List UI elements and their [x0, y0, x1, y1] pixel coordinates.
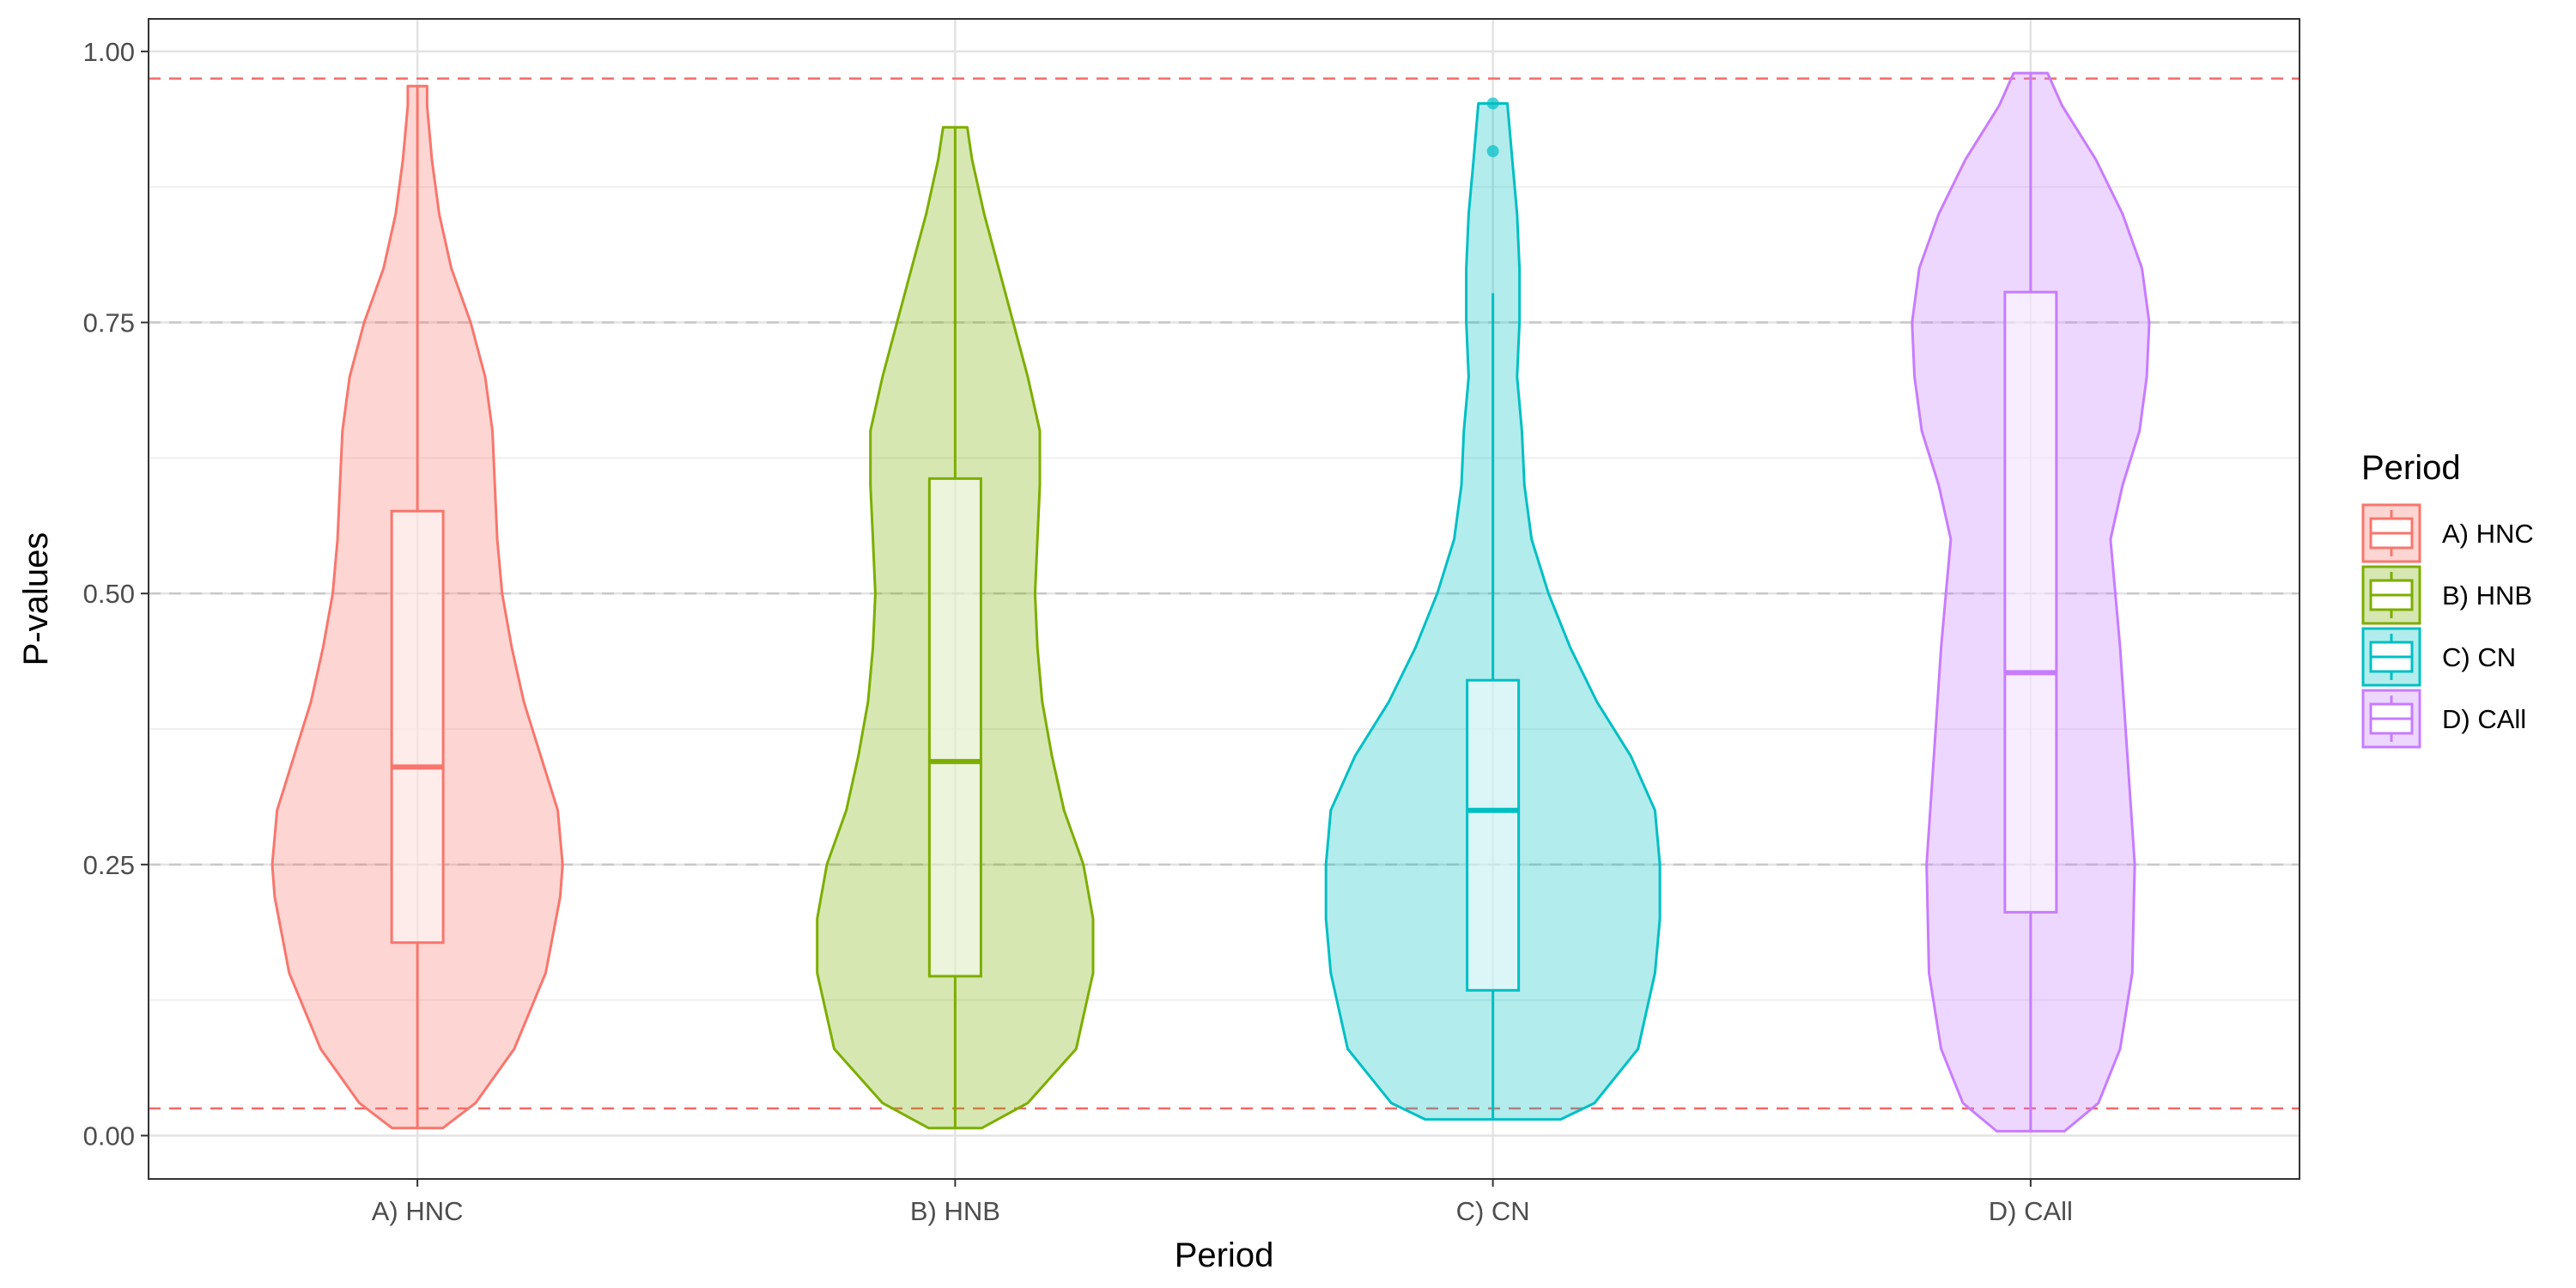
reference-lines: [149, 77, 2300, 1110]
violin-group: [816, 125, 1095, 1130]
box: [2003, 290, 2058, 914]
y-tick-label: 0.50: [83, 579, 135, 609]
panel-border: [148, 18, 2300, 1180]
legend-label: D) CAll: [2442, 704, 2526, 734]
legend-title: Period: [2361, 449, 2461, 487]
legend-label: B) HNB: [2442, 580, 2532, 611]
y-tick-label: 0.75: [83, 308, 135, 338]
y-tick-label: 0.00: [83, 1121, 135, 1151]
legend-label: C) CN: [2442, 642, 2516, 672]
legend: Period A) HNC B) HNB C) CN D) CAll: [2361, 449, 2534, 749]
x-tick-label: B) HNB: [910, 1196, 1000, 1226]
violin-group: [1911, 71, 2151, 1133]
legend-item: B) HNB: [2361, 565, 2532, 625]
axes: 0.00 0.25 0.50 0.75 1.00 A) HNC B) HNB C) CN D) …: [83, 37, 2073, 1226]
x-tick-label: D) CAll: [1989, 1196, 2073, 1226]
box: [927, 477, 982, 978]
legend-label: A) HNC: [2442, 519, 2534, 549]
legend-item: C) CN: [2361, 627, 2516, 687]
x-tick-label: A) HNC: [372, 1196, 464, 1226]
y-axis-title: P-values: [17, 532, 55, 666]
legend-item: D) CAll: [2361, 689, 2526, 749]
outlier-point: [1486, 145, 1499, 158]
outlier-point: [1486, 97, 1499, 110]
box: [390, 509, 445, 945]
violins: [270, 71, 2151, 1133]
legend-item: A) HNC: [2361, 503, 2534, 563]
x-tick-label: C) CN: [1456, 1196, 1530, 1226]
box: [1466, 678, 1521, 992]
y-tick-label: 1.00: [83, 37, 135, 67]
violin-group: [1324, 97, 1662, 1121]
x-axis-title: Period: [1175, 1236, 1274, 1274]
y-tick-label: 0.25: [83, 850, 135, 880]
violin-group: [270, 84, 564, 1130]
